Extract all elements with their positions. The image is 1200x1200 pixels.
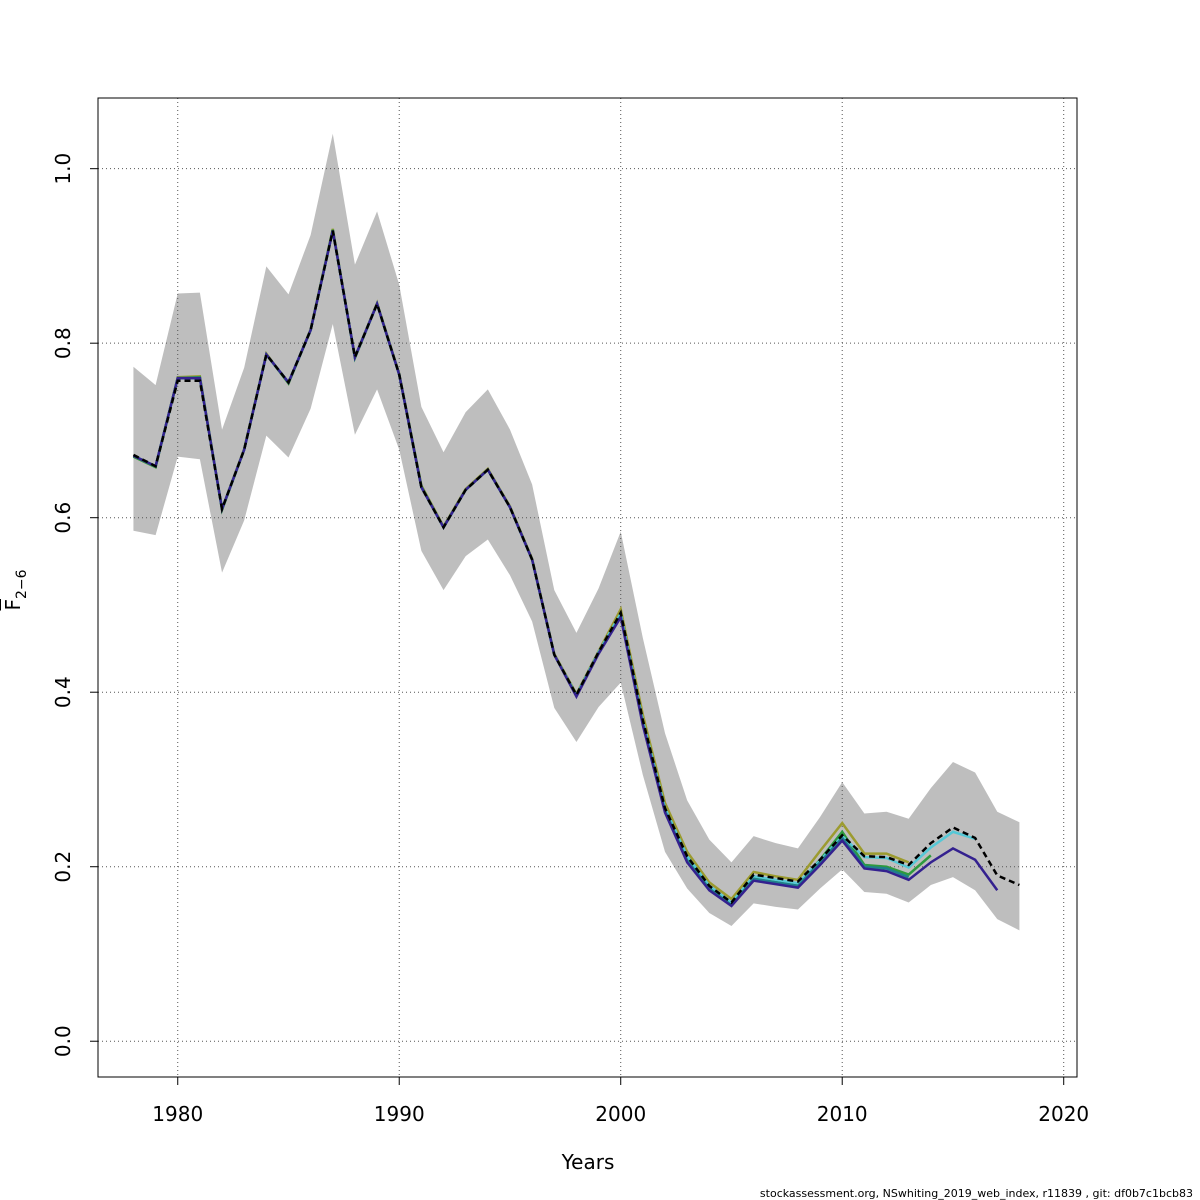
series-line <box>132 230 1020 905</box>
x-tick-label: 2020 <box>1038 1102 1089 1126</box>
y-axis-label-text: F2−6 <box>1 569 30 610</box>
y-tick-label: 1.0 <box>51 153 75 185</box>
y-tick-label: 0.8 <box>51 327 75 359</box>
y-tick-label: 0.6 <box>51 502 75 534</box>
x-tick-label: 2010 <box>817 1102 868 1126</box>
footer: stockassessment.org, NSwhiting_2019_web_… <box>760 1187 1193 1200</box>
y-axis-label: F2−6 <box>1 569 30 610</box>
x-tick-label: 1990 <box>374 1102 425 1126</box>
y-axis-label-subscript: 2−6 <box>14 569 30 599</box>
x-tick-label: 1980 <box>152 1102 203 1126</box>
y-tick-label: 0.2 <box>51 851 75 883</box>
y-axis-label-main: F <box>1 599 25 611</box>
y-tick-label: 0.4 <box>51 676 75 708</box>
x-tick-label: 2000 <box>595 1102 646 1126</box>
y-tick-label: 0.0 <box>51 1025 75 1057</box>
confidence-band <box>133 133 1020 931</box>
x-axis-label: Years <box>561 1150 615 1174</box>
plot-frame <box>97 97 1078 1078</box>
